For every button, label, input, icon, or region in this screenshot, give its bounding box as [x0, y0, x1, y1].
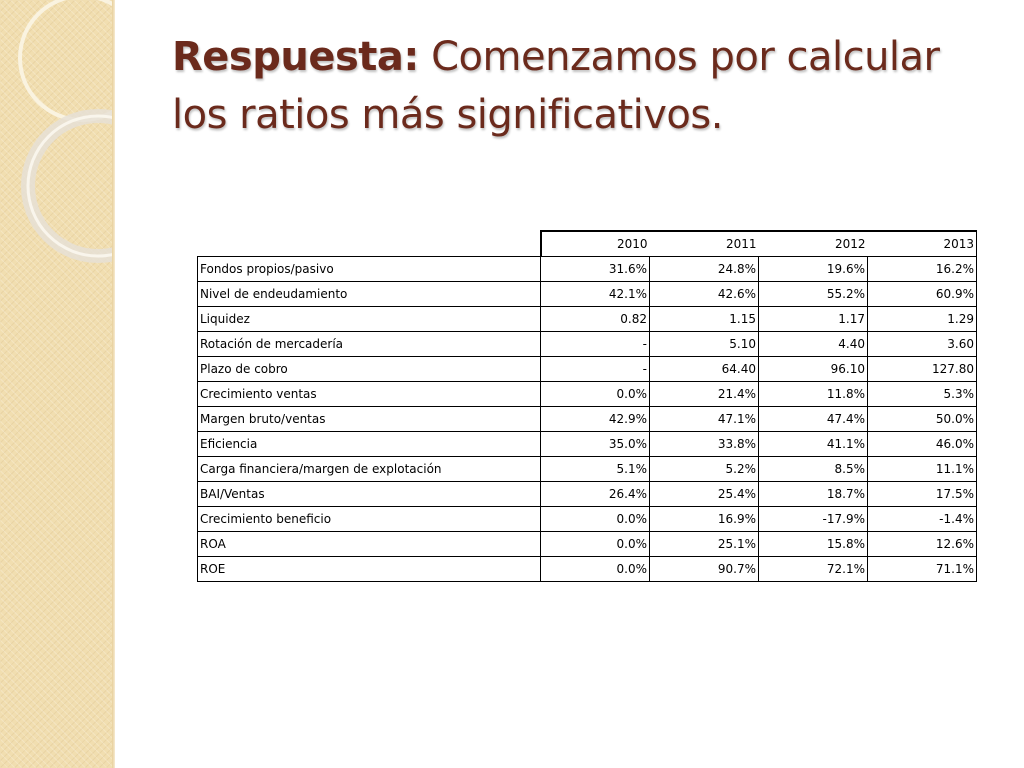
- table-row: Plazo de cobro -64.40 96.10 127.80: [197, 356, 977, 382]
- row-label: Eficiencia: [197, 431, 541, 457]
- row-value-2013: 11.1%: [867, 456, 977, 482]
- row-value-2011: 5.10: [649, 331, 759, 357]
- row-value-2012: 96.10: [758, 356, 868, 382]
- slide-title: Respuesta: Comenzamos por calcular los r…: [172, 28, 1002, 144]
- row-value-2013: 17.5%: [867, 481, 977, 507]
- row-value-2012: 11.8%: [758, 381, 868, 407]
- table-row: Nivel de endeudamiento 42.1% 42.6% 55.2% 60.…: [197, 281, 977, 307]
- column-header-2011: 2011: [649, 230, 759, 257]
- row-label: Plazo de cobro: [197, 356, 541, 382]
- row-label: Liquidez: [197, 306, 541, 332]
- row-value-2012: 1.17: [758, 306, 868, 332]
- row-value-2011: 90.7%: [649, 556, 759, 582]
- row-value-2011: 47.1%: [649, 406, 759, 432]
- row-value-2011: 33.8%: [649, 431, 759, 457]
- row-value-2011: 42.6%: [649, 281, 759, 307]
- row-value-2010: 31.6%: [540, 256, 650, 282]
- row-value-2012: 18.7%: [758, 481, 868, 507]
- row-value-2010: 35.0%: [540, 431, 650, 457]
- row-value-2010: 0.82: [540, 306, 650, 332]
- row-value-2011: 64.40: [649, 356, 759, 382]
- table-row: ROA 0.0% 25.1% 15.8% 12.6%: [197, 531, 977, 557]
- table-row: Margen bruto/ventas 42.9% 47.1% 47.4% 50.0%: [197, 406, 977, 432]
- sidebar-edge: [112, 0, 115, 768]
- row-label: Crecimiento ventas: [197, 381, 541, 407]
- row-label: Crecimiento beneficio: [197, 506, 541, 532]
- row-value-2011: 5.2%: [649, 456, 759, 482]
- slide-title-rest: Comenzamos por calcular los ratios más s…: [172, 34, 940, 138]
- row-value-2013: 1.29: [867, 306, 977, 332]
- table-header-row: 2010 2011 2012 2013: [198, 230, 977, 257]
- row-value-2013: 60.9%: [867, 281, 977, 307]
- row-label: Nivel de endeudamiento: [197, 281, 541, 307]
- table-row: Eficiencia 35.0% 33.8% 41.1% 46.0%: [197, 431, 977, 457]
- row-value-2013: 50.0%: [867, 406, 977, 432]
- table-row: Crecimiento ventas 0.0% 21.4% 11.8% 5.3%: [197, 381, 977, 407]
- row-label: Rotación de mercadería: [197, 331, 541, 357]
- row-value-2010: 0.0%: [540, 556, 650, 582]
- row-value-2010: 42.9%: [540, 406, 650, 432]
- decorative-rings: [18, 0, 114, 263]
- row-label: Margen bruto/ventas: [197, 406, 541, 432]
- row-value-2012: 4.40: [758, 331, 868, 357]
- column-header-2010: 2010: [539, 230, 650, 257]
- header-blank-cell: [198, 231, 541, 257]
- row-value-2010: 0.0%: [540, 506, 650, 532]
- row-value-2013: -1.4%: [867, 506, 977, 532]
- row-value-2012: 15.8%: [758, 531, 868, 557]
- table-row: Fondos propios/pasivo 31.6% 24.8% 19.6% 16.2…: [197, 256, 977, 282]
- row-value-2011: 21.4%: [649, 381, 759, 407]
- row-value-2010: -: [540, 356, 650, 382]
- row-value-2012: 72.1%: [758, 556, 868, 582]
- row-value-2012: 8.5%: [758, 456, 868, 482]
- row-value-2010: 0.0%: [540, 381, 650, 407]
- row-value-2012: 41.1%: [758, 431, 868, 457]
- row-value-2013: 16.2%: [867, 256, 977, 282]
- row-value-2010: 42.1%: [540, 281, 650, 307]
- row-value-2011: 16.9%: [649, 506, 759, 532]
- row-value-2010: -: [540, 331, 650, 357]
- row-value-2012: 47.4%: [758, 406, 868, 432]
- table-row: BAI/Ventas 26.4% 25.4% 18.7% 17.5%: [197, 481, 977, 507]
- row-label: BAI/Ventas: [197, 481, 541, 507]
- row-label: Fondos propios/pasivo: [197, 256, 541, 282]
- column-header-2012: 2012: [758, 230, 868, 257]
- row-label: Carga financiera/margen de explotación: [197, 456, 541, 482]
- row-value-2010: 0.0%: [540, 531, 650, 557]
- row-label: ROA: [197, 531, 541, 557]
- table-row: Liquidez 0.82 1.15 1.17 1.29: [197, 306, 977, 332]
- row-value-2011: 25.1%: [649, 531, 759, 557]
- row-value-2010: 5.1%: [540, 456, 650, 482]
- row-value-2011: 24.8%: [649, 256, 759, 282]
- table-body: Fondos propios/pasivo 31.6% 24.8% 19.6% 16.2…: [197, 256, 977, 582]
- decorative-sidebar: [0, 0, 114, 768]
- row-label: ROE: [197, 556, 541, 582]
- table-row: ROE 0.0% 90.7% 72.1% 71.1%: [197, 556, 977, 582]
- row-value-2011: 1.15: [649, 306, 759, 332]
- row-value-2013: 12.6%: [867, 531, 977, 557]
- row-value-2013: 3.60: [867, 331, 977, 357]
- row-value-2012: 19.6%: [758, 256, 868, 282]
- row-value-2010: 26.4%: [540, 481, 650, 507]
- row-value-2013: 46.0%: [867, 431, 977, 457]
- row-value-2013: 5.3%: [867, 381, 977, 407]
- column-header-2013: 2013: [867, 230, 977, 257]
- row-value-2011: 25.4%: [649, 481, 759, 507]
- slide-title-bold: Respuesta:: [172, 34, 419, 80]
- row-value-2013: 71.1%: [867, 556, 977, 582]
- row-value-2012: 55.2%: [758, 281, 868, 307]
- row-value-2013: 127.80: [867, 356, 977, 382]
- table-row: Crecimiento beneficio 0.0% 16.9% -17.9% -1.4…: [197, 506, 977, 532]
- table-row: Carga financiera/margen de explotación 5.…: [197, 456, 977, 482]
- table-row: Rotación de mercadería -5.10 4.40 3.60: [197, 331, 977, 357]
- row-value-2012: -17.9%: [758, 506, 868, 532]
- ratios-table: 2010 2011 2012 2013 Fondos propios/pasiv…: [197, 230, 977, 582]
